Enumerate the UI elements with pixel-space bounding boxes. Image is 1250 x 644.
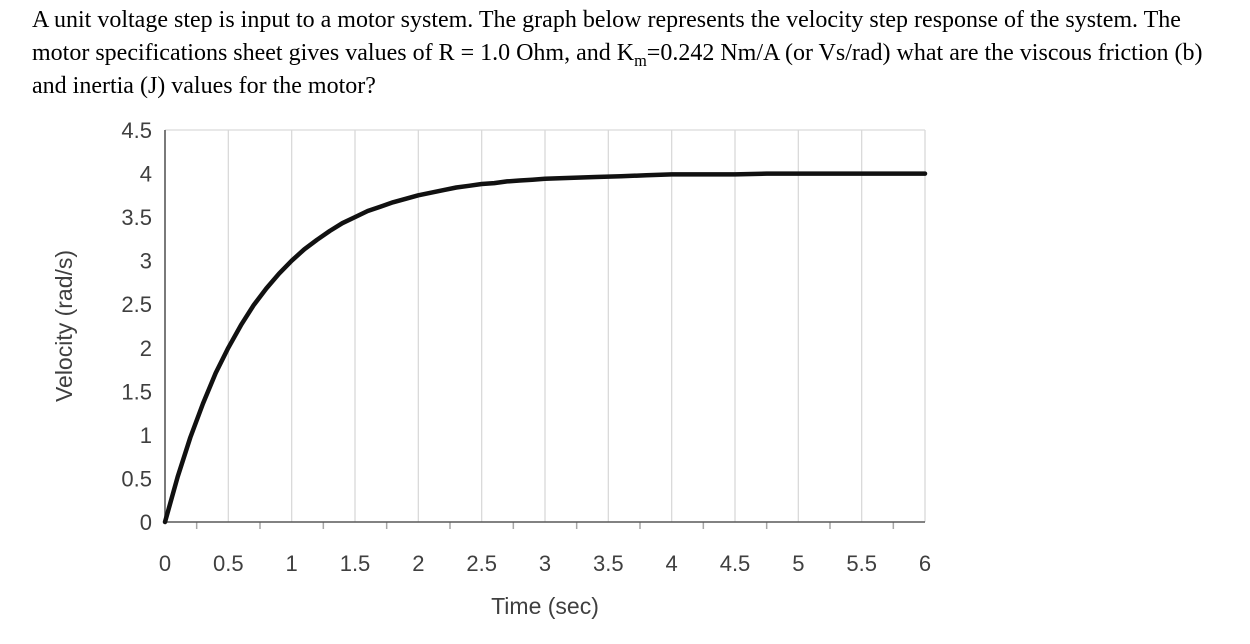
x-tick-label: 4.5	[720, 551, 751, 576]
x-axis-title: Time (sec)	[491, 593, 599, 619]
x-tick-label: 0.5	[213, 551, 244, 576]
chart-svg: 0 0.5 1 1.5 2 2.5 3 3.5 4 4.5 0 0.5 1 1.5 2 2.5 3 3.5 4 4.5…	[51, 118, 931, 619]
x-tick-label: 1	[286, 551, 298, 576]
y-tick-label: 2	[140, 336, 152, 361]
y-tick-label: 0	[140, 510, 152, 535]
y-tick-label: 2.5	[121, 292, 152, 317]
velocity-curve	[162, 171, 928, 525]
x-tick-label: 0	[159, 551, 171, 576]
y-tick-label: 3.5	[121, 205, 152, 230]
y-tick-label: 1.5	[121, 379, 152, 404]
y-tick-label: 1	[140, 423, 152, 448]
y-tick-label: 4	[140, 162, 152, 187]
velocity-step-response-chart: 0 0.5 1 1.5 2 2.5 3 3.5 4 4.5 0 0.5 1 1.5 2 2.5 3 3.5 4 4.5…	[30, 108, 950, 632]
x-tick-label: 5.5	[846, 551, 877, 576]
question-part2: =0.242 Nm/A (or Vs/rad) what are the vis…	[32, 40, 1203, 99]
question-part1: A unit voltage step is input to a motor …	[32, 7, 1181, 66]
x-tick-label: 3.5	[593, 551, 624, 576]
y-tick-label: 4.5	[121, 118, 152, 143]
x-tick-label: 1.5	[340, 551, 371, 576]
y-tick-label: 3	[140, 249, 152, 274]
x-tick-label: 3	[539, 551, 551, 576]
question-text: A unit voltage step is input to a motor …	[32, 4, 1234, 103]
x-tick-label: 4	[666, 551, 678, 576]
x-tick-label: 2.5	[466, 551, 497, 576]
km-subscript: m	[634, 50, 647, 70]
y-tick-label: 0.5	[121, 466, 152, 491]
y-axis-title: Velocity (rad/s)	[51, 250, 77, 402]
x-tick-label: 2	[412, 551, 424, 576]
x-tick-label: 6	[919, 551, 931, 576]
x-tick-label: 5	[792, 551, 804, 576]
